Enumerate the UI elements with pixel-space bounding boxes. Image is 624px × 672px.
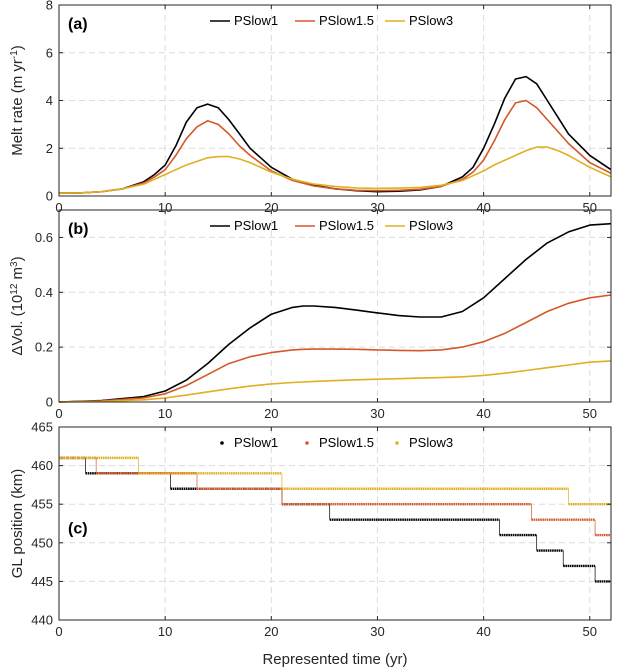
panel-1: 0 10 20 30 40 50 0 0.2 0.4 0.6 ΔVol. (1012 m3) (b) P…	[9, 209, 612, 421]
y-tick-label: 445	[31, 574, 53, 589]
y-tick-label: 450	[31, 535, 53, 550]
x-tick-label: 40	[476, 624, 490, 639]
y-tick-label: 8	[46, 0, 53, 13]
y-tick-label: 0.6	[35, 230, 53, 245]
axes-frame	[58, 426, 612, 621]
x-tick-label: 10	[158, 624, 172, 639]
panel-label: (a)	[68, 16, 88, 33]
x-tick-label: 0	[55, 406, 62, 421]
y-tick-label: 6	[46, 45, 53, 60]
axes-frame	[58, 209, 612, 403]
legend-label: PSlow3	[409, 218, 453, 233]
y-axis-title: Melt rate (m yr-1)	[9, 45, 27, 156]
grid	[59, 5, 611, 196]
legend-marker	[395, 441, 399, 445]
grid	[59, 427, 611, 620]
x-axis-title: Represented time (yr)	[262, 651, 407, 668]
legend: PSlow1 PSlow1.5 PSlow3	[220, 435, 453, 450]
x-tick-label: 30	[370, 406, 384, 421]
legend-marker	[305, 441, 309, 445]
legend-label: PSlow3	[409, 13, 453, 28]
x-tick-label: 50	[583, 200, 597, 215]
legend-label: PSlow3	[409, 435, 453, 450]
legend-label: PSlow1.5	[319, 435, 374, 450]
x-tick-label: 20	[264, 200, 278, 215]
legend-label: PSlow1	[234, 218, 278, 233]
panel-2: 0 10 20 30 40 50 440 445 450 455 460 465 GL position…	[9, 420, 612, 639]
legend-label: PSlow1.5	[319, 218, 374, 233]
panel-label: (c)	[68, 520, 88, 537]
x-tick-label: 40	[476, 200, 490, 215]
y-tick-label: 4	[46, 93, 53, 108]
series-line-PSlow1.5	[58, 294, 612, 403]
legend-label: PSlow1	[234, 13, 278, 28]
x-tick-label: 20	[264, 406, 278, 421]
series-line-PSlow1.5	[58, 99, 612, 194]
x-tick-label: 10	[158, 200, 172, 215]
series-line-PSlow1	[58, 75, 612, 194]
panel-0: 0 10 20 30 40 50 0 2 4 6 8 Melt rate (m yr-1) (a) PSl…	[9, 0, 612, 215]
y-tick-label: 440	[31, 613, 53, 628]
x-tick-label: 50	[583, 624, 597, 639]
y-axis-title: GL position (km)	[9, 469, 26, 578]
series-line-PSlow1	[58, 222, 612, 403]
legend: PSlow1 PSlow1.5 PSlow3	[210, 13, 453, 28]
series-line-PSlow3	[58, 146, 612, 194]
y-tick-label: 0.4	[35, 285, 53, 300]
x-tick-label: 20	[264, 624, 278, 639]
y-tick-label: 455	[31, 497, 53, 512]
y-tick-label: 0	[46, 189, 53, 204]
legend-marker	[220, 441, 224, 445]
legend: PSlow1 PSlow1.5 PSlow3	[210, 218, 453, 233]
series-steps-PSlow1	[59, 456, 611, 583]
x-tick-label: 0	[55, 624, 62, 639]
panel-label: (b)	[68, 221, 88, 238]
series-steps-PSlow3	[59, 456, 611, 506]
grid	[59, 210, 611, 402]
legend-label: PSlow1	[234, 435, 278, 450]
x-tick-label: 50	[583, 406, 597, 421]
x-tick-label: 10	[158, 406, 172, 421]
y-tick-label: 460	[31, 458, 53, 473]
y-tick-label: 0	[46, 395, 53, 410]
y-tick-label: 2	[46, 141, 53, 156]
series-steps-PSlow1.5	[59, 456, 611, 537]
x-tick-label: 40	[476, 406, 490, 421]
x-tick-label: 30	[370, 200, 384, 215]
x-tick-label: 30	[370, 624, 384, 639]
y-tick-label: 465	[31, 420, 53, 435]
legend-label: PSlow1.5	[319, 13, 374, 28]
series-line-PSlow3	[58, 360, 612, 403]
y-tick-label: 0.2	[35, 340, 53, 355]
y-axis-title: ΔVol. (1012 m3)	[9, 256, 27, 355]
x-tick-label: 0	[55, 200, 62, 215]
